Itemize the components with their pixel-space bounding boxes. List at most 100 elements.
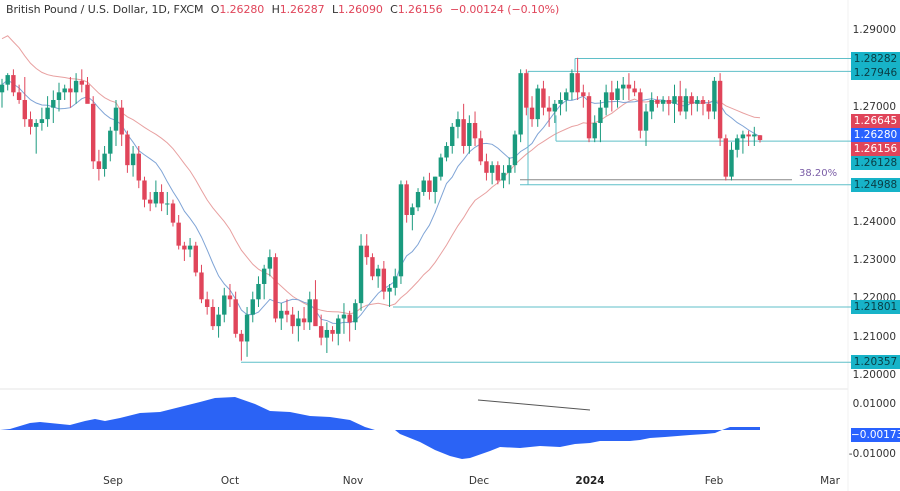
candle-body[interactable] — [598, 107, 603, 123]
candle-body[interactable] — [421, 180, 426, 192]
candle-body[interactable] — [381, 268, 387, 292]
candle-body[interactable] — [5, 75, 10, 85]
candle-body[interactable] — [700, 99, 706, 104]
candle-body[interactable] — [723, 138, 729, 177]
candle-body[interactable] — [444, 145, 449, 158]
candle-body[interactable] — [85, 84, 90, 104]
candle-body[interactable] — [113, 107, 119, 131]
candle-body[interactable] — [290, 314, 295, 327]
candle-body[interactable] — [193, 245, 198, 273]
candle-body[interactable] — [575, 73, 580, 93]
candle-body[interactable] — [279, 310, 284, 319]
candle-body[interactable] — [170, 203, 176, 223]
candle-body[interactable] — [393, 276, 398, 288]
candle-body[interactable] — [227, 295, 233, 300]
candle-body[interactable] — [461, 119, 466, 146]
candle-body[interactable] — [336, 318, 341, 334]
candle-body[interactable] — [136, 153, 141, 181]
candle-body[interactable] — [68, 88, 73, 93]
candle-body[interactable] — [165, 203, 170, 205]
candle-body[interactable] — [592, 122, 597, 139]
candle-body[interactable] — [467, 122, 472, 146]
candle-body[interactable] — [204, 299, 210, 307]
divergence-trendline[interactable] — [477, 399, 591, 411]
candle-body[interactable] — [273, 257, 278, 319]
candle-body[interactable] — [28, 119, 33, 127]
candle-body[interactable] — [564, 92, 569, 100]
candle-body[interactable] — [375, 268, 381, 277]
candle-body[interactable] — [108, 130, 113, 154]
candle-body[interactable] — [102, 153, 107, 169]
candle-body[interactable] — [666, 99, 672, 104]
candle-body[interactable] — [22, 99, 27, 120]
candle-body[interactable] — [222, 295, 227, 315]
candle-body[interactable] — [39, 119, 45, 123]
candle-body[interactable] — [62, 88, 67, 93]
candle-body[interactable] — [735, 138, 740, 150]
candle-body[interactable] — [501, 172, 506, 181]
candle-body[interactable] — [660, 99, 666, 104]
candle-body[interactable] — [404, 184, 409, 215]
candle-body[interactable] — [678, 96, 683, 112]
candle-body[interactable] — [621, 84, 626, 89]
candle-body[interactable] — [695, 99, 700, 104]
candle-body[interactable] — [552, 103, 558, 112]
candle-body[interactable] — [712, 80, 717, 112]
candle-body[interactable] — [478, 138, 483, 162]
candle-body[interactable] — [119, 107, 124, 135]
candle-body[interactable] — [182, 245, 187, 250]
candle-body[interactable] — [313, 299, 318, 327]
candle-body[interactable] — [324, 329, 330, 338]
candle-body[interactable] — [746, 134, 751, 137]
candle-body[interactable] — [757, 135, 763, 141]
candle-body[interactable] — [296, 318, 301, 327]
candle-body[interactable] — [387, 287, 392, 292]
candle-body[interactable] — [569, 73, 575, 93]
candle-body[interactable] — [187, 245, 193, 250]
candle-body[interactable] — [672, 96, 677, 104]
candle-body[interactable] — [586, 96, 592, 139]
candle-body[interactable] — [546, 107, 552, 112]
candle-body[interactable] — [638, 92, 643, 131]
candle-body[interactable] — [341, 314, 347, 319]
candle-body[interactable] — [535, 88, 540, 120]
candle-body[interactable] — [455, 119, 461, 127]
candle-body[interactable] — [51, 99, 56, 108]
candle-body[interactable] — [432, 176, 438, 192]
candle-body[interactable] — [0, 84, 5, 93]
candle-body[interactable] — [364, 245, 369, 258]
candle-body[interactable] — [73, 80, 79, 93]
candle-body[interactable] — [632, 88, 637, 93]
candle-body[interactable] — [524, 73, 529, 108]
candle-body[interactable] — [239, 333, 244, 342]
candle-body[interactable] — [199, 272, 204, 300]
candle-body[interactable] — [427, 180, 432, 192]
candle-body[interactable] — [79, 80, 84, 85]
candle-body[interactable] — [261, 268, 267, 284]
candle-body[interactable] — [655, 99, 660, 104]
candle-body[interactable] — [125, 134, 130, 166]
candle-body[interactable] — [358, 245, 364, 304]
candle-body[interactable] — [142, 180, 147, 200]
candle-body[interactable] — [512, 134, 518, 166]
candle-body[interactable] — [233, 299, 238, 334]
candle-body[interactable] — [353, 303, 358, 323]
candle-body[interactable] — [615, 88, 620, 100]
candle-body[interactable] — [507, 165, 512, 173]
candle-body[interactable] — [450, 126, 455, 146]
candle-body[interactable] — [96, 161, 102, 169]
candle-body[interactable] — [16, 92, 22, 100]
candle-body[interactable] — [56, 92, 62, 100]
candle-body[interactable] — [518, 73, 523, 135]
candle-body[interactable] — [370, 257, 375, 277]
candle-body[interactable] — [11, 75, 16, 93]
candle-body[interactable] — [706, 103, 711, 112]
candle-body[interactable] — [330, 329, 335, 334]
candle-body[interactable] — [581, 92, 586, 97]
candle-body[interactable] — [495, 165, 501, 181]
candle-body[interactable] — [626, 84, 632, 89]
candle-body[interactable] — [159, 191, 164, 204]
candle-body[interactable] — [541, 88, 546, 108]
candle-body[interactable] — [729, 149, 734, 177]
candle-body[interactable] — [558, 99, 563, 104]
